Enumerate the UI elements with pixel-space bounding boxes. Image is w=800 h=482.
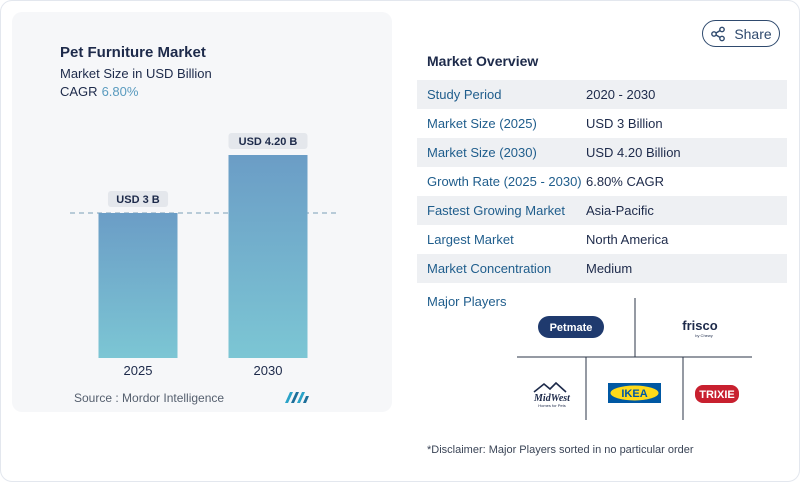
x-tick-label: 2025 xyxy=(124,363,153,378)
bar-chart: USD 3 B 2025 USD 4.20 B 2030 xyxy=(70,133,340,378)
x-tick-label: 2030 xyxy=(254,363,283,378)
chart-card xyxy=(12,12,392,412)
chart-source: Source : Mordor Intelligence xyxy=(74,391,225,405)
overview-key: Largest Market xyxy=(427,232,514,247)
cagr-value: 6.80% xyxy=(101,84,139,99)
logo-midwest-tagline: Homes for Pets xyxy=(538,403,566,408)
overview-value: Asia-Pacific xyxy=(586,203,654,218)
frisco-logo-icon: frisco by Chewy xyxy=(682,318,717,338)
overview-row: Market Size (2025) USD 3 Billion xyxy=(417,109,787,138)
share-button[interactable]: Share xyxy=(702,20,780,47)
overview-key: Fastest Growing Market xyxy=(427,203,565,218)
overview-value: North America xyxy=(586,232,669,247)
logo-midwest-text: MidWest xyxy=(533,393,571,404)
bar xyxy=(228,155,308,358)
overview-value: 6.80% CAGR xyxy=(586,174,665,189)
logo-trixie-text: TRIXIE xyxy=(699,389,734,401)
midwest-logo-icon: MidWest Homes for Pets xyxy=(533,381,571,408)
logo-frisco-tagline: by Chewy xyxy=(695,333,713,338)
logo-petmate-text: Petmate xyxy=(550,322,593,334)
overview-value: USD 4.20 Billion xyxy=(586,145,681,160)
bar xyxy=(98,213,178,358)
overview-title: Market Overview xyxy=(427,53,539,69)
overview-row: Market Size (2030) USD 4.20 Billion xyxy=(417,138,787,167)
ikea-logo-icon: IKEA xyxy=(608,383,661,403)
trixie-logo-icon: TRIXIE xyxy=(695,385,739,403)
logo-ikea-text: IKEA xyxy=(621,388,647,400)
overview-key: Market Concentration xyxy=(427,261,552,276)
chart-title: Pet Furniture Market xyxy=(60,44,206,61)
overview-table: Study Period 2020 - 2030 Market Size (20… xyxy=(417,80,787,283)
overview-row: Market Concentration Medium xyxy=(417,254,787,283)
overview-key: Market Size (2025) xyxy=(427,116,537,131)
overview-row: Growth Rate (2025 - 2030) 6.80% CAGR xyxy=(417,167,787,196)
logo-frisco-text: frisco xyxy=(682,318,717,333)
overview-key: Study Period xyxy=(427,87,502,102)
overview-value: 2020 - 2030 xyxy=(586,87,656,102)
petmate-logo-icon: Petmate xyxy=(538,316,604,338)
major-players-label: Major Players xyxy=(427,294,507,309)
overview-key: Growth Rate (2025 - 2030) xyxy=(427,174,582,189)
overview-value: USD 3 Billion xyxy=(586,116,663,131)
overview-row: Largest Market North America xyxy=(417,225,787,254)
cagr-label: CAGR xyxy=(60,84,98,99)
overview-row: Fastest Growing Market Asia-Pacific xyxy=(417,196,787,225)
disclaimer: *Disclaimer: Major Players sorted in no … xyxy=(427,444,694,456)
data-label-bg xyxy=(107,191,169,207)
data-label: USD 3 B xyxy=(116,194,159,206)
chart-subtitle: Market Size in USD Billion xyxy=(60,66,212,81)
share-label: Share xyxy=(734,25,772,42)
chart-cagr: CAGR 6.80% xyxy=(60,84,138,99)
share-icon xyxy=(711,26,726,41)
data-label-bg xyxy=(228,133,308,149)
overview-key: Market Size (2030) xyxy=(427,145,537,160)
overview-value: Medium xyxy=(586,261,633,276)
overview-row: Study Period 2020 - 2030 xyxy=(417,80,787,109)
data-label: USD 4.20 B xyxy=(239,136,298,148)
mordor-intelligence-logo-icon xyxy=(285,392,309,403)
